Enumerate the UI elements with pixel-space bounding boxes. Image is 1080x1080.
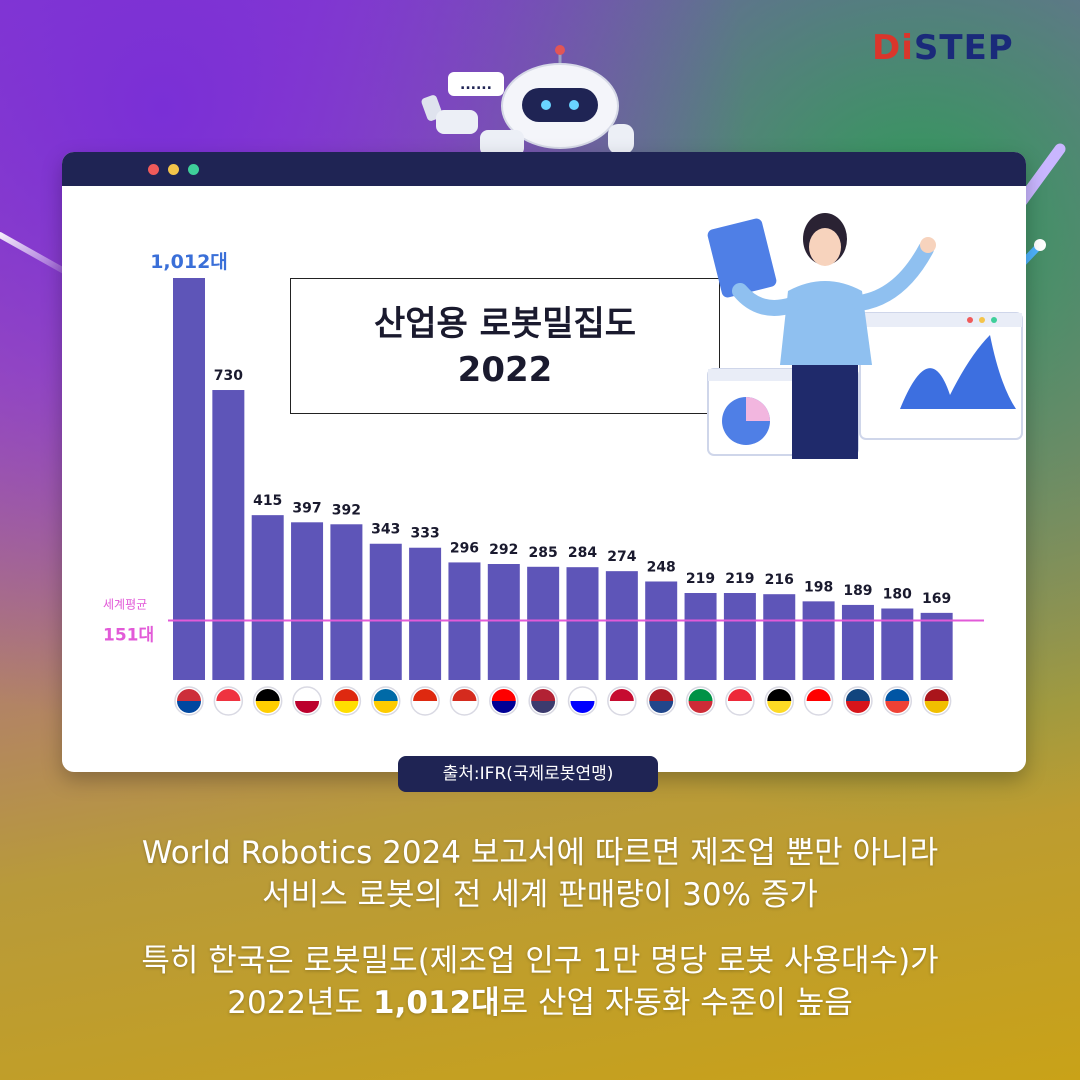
denmark-flag-bottom bbox=[609, 701, 634, 713]
japan-flag-top bbox=[295, 689, 320, 701]
caption-line-3: 특히 한국은 로봇밀도(제조업 인구 1만 명당 로봇 사용대수)가 bbox=[141, 943, 939, 979]
bar bbox=[920, 612, 953, 680]
bar-value-label: 730 bbox=[214, 368, 243, 384]
robot-illustration: ...... bbox=[421, 45, 634, 156]
bar bbox=[527, 566, 560, 680]
chart-year: 2022 bbox=[457, 350, 553, 390]
china-flag-bottom bbox=[334, 701, 359, 713]
singapore-flag-top bbox=[216, 689, 241, 701]
bar-value-label: 274 bbox=[607, 549, 636, 565]
yellow-dot-icon bbox=[168, 164, 179, 175]
green-dot-icon bbox=[188, 164, 199, 175]
italy-flag-top bbox=[688, 689, 713, 701]
bar-value-label: 248 bbox=[647, 559, 676, 575]
usa-flag-bottom bbox=[531, 701, 556, 713]
bar bbox=[763, 594, 796, 680]
bar-value-label: 1,012대 bbox=[150, 251, 228, 273]
germany-flag-top bbox=[255, 689, 280, 701]
switzerland-flag-bottom bbox=[452, 701, 477, 713]
canada-flag-top bbox=[806, 689, 831, 701]
bar-value-label: 285 bbox=[529, 545, 558, 561]
speech-bubble-text: ...... bbox=[460, 77, 492, 93]
bar bbox=[723, 593, 756, 680]
bar bbox=[566, 567, 599, 680]
china-flag-top bbox=[334, 689, 359, 701]
chart-title-box: 산업용 로봇밀집도 2022 bbox=[290, 278, 720, 414]
bar bbox=[487, 564, 520, 680]
bar bbox=[605, 571, 638, 680]
denmark-flag-top bbox=[609, 689, 634, 701]
bar-value-label: 296 bbox=[450, 540, 479, 556]
germany-flag-bottom bbox=[255, 701, 280, 714]
bar bbox=[802, 601, 835, 680]
austria-flag-top bbox=[727, 689, 752, 701]
czechia-flag-top bbox=[845, 689, 870, 701]
italy-flag-bottom bbox=[688, 701, 713, 713]
bar bbox=[684, 593, 717, 680]
austria-flag-bottom bbox=[727, 701, 752, 713]
korea-flag-top bbox=[177, 689, 201, 701]
bar-value-label: 397 bbox=[292, 500, 321, 516]
bar bbox=[841, 604, 874, 680]
bar bbox=[291, 522, 324, 680]
bar-value-label: 333 bbox=[410, 526, 439, 542]
world-average-label: 세계평균 bbox=[103, 598, 147, 612]
bar bbox=[173, 278, 205, 680]
bar bbox=[330, 524, 363, 680]
caption-line-2: 서비스 로봇의 전 세계 판매량이 30% 증가 bbox=[262, 877, 818, 913]
bar bbox=[881, 608, 914, 680]
france-flag-top bbox=[885, 689, 910, 701]
bar-value-label: 392 bbox=[332, 502, 361, 518]
bar-value-label: 284 bbox=[568, 545, 597, 561]
world-average-value: 151대 bbox=[103, 626, 154, 646]
slovenia-flag-top bbox=[570, 689, 595, 701]
taiwan-flag-top bbox=[491, 689, 516, 701]
caption-line-4: 2022년도 1,012대로 산업 자동화 수준이 높음 bbox=[227, 985, 853, 1021]
bar-value-label: 219 bbox=[686, 571, 715, 587]
bar bbox=[251, 515, 284, 680]
bar-value-label: 189 bbox=[843, 583, 872, 599]
taiwan-flag-bottom bbox=[491, 701, 516, 713]
bar-value-label: 343 bbox=[371, 522, 400, 538]
belgium-flag-top bbox=[767, 689, 792, 701]
caption-highlight: 1,012대 bbox=[373, 985, 500, 1021]
source-label: 출처:IFR(국제로봇연맹) bbox=[398, 756, 658, 792]
chart-title: 산업용 로봇밀집도 bbox=[373, 304, 637, 344]
bar-value-label: 216 bbox=[765, 572, 794, 588]
bar bbox=[369, 543, 402, 680]
spain-flag-top bbox=[924, 689, 949, 701]
belgium-flag-bottom bbox=[767, 701, 792, 713]
bar-value-label: 180 bbox=[883, 586, 912, 602]
bar-value-label: 198 bbox=[804, 579, 833, 595]
czechia-flag-bottom bbox=[845, 701, 870, 713]
caption-line-1: World Robotics 2024 보고서에 따르면 제조업 뿐만 아니라 bbox=[141, 835, 939, 871]
bar-value-label: 169 bbox=[922, 591, 951, 607]
bar-value-label: 292 bbox=[489, 542, 518, 558]
netherlands-flag-bottom bbox=[649, 701, 674, 713]
korea-flag-bottom bbox=[177, 701, 201, 713]
bar-value-label: 415 bbox=[253, 493, 282, 509]
woman-dashboard-illustration bbox=[707, 213, 1023, 459]
sweden-flag-top bbox=[373, 689, 398, 701]
sweden-flag-bottom bbox=[373, 701, 398, 713]
hongkong-flag-top bbox=[413, 689, 438, 701]
singapore-flag-bottom bbox=[216, 701, 241, 713]
red-dot-icon bbox=[148, 164, 159, 175]
bar bbox=[212, 390, 245, 680]
netherlands-flag-top bbox=[649, 689, 674, 701]
bar bbox=[645, 581, 678, 680]
bar bbox=[409, 547, 442, 680]
window-titlebar bbox=[62, 152, 1026, 186]
bar-value-label: 219 bbox=[725, 571, 754, 587]
canada-flag-bottom bbox=[806, 701, 831, 713]
spain-flag-bottom bbox=[924, 701, 949, 713]
hongkong-flag-bottom bbox=[413, 701, 438, 713]
usa-flag-top bbox=[531, 689, 556, 701]
slovenia-flag-bottom bbox=[570, 701, 595, 713]
japan-flag-bottom bbox=[295, 701, 320, 713]
switzerland-flag-top bbox=[452, 689, 477, 701]
distep-logo: DiSTEP bbox=[872, 28, 1014, 68]
france-flag-bottom bbox=[885, 701, 910, 713]
